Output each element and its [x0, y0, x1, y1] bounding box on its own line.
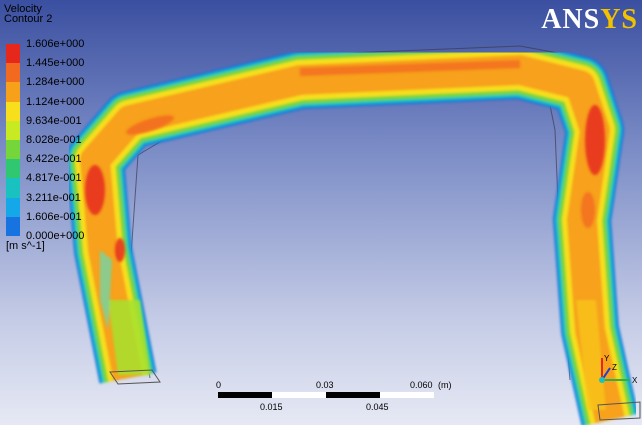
left-leg-cyan-patch	[100, 250, 112, 330]
legend-swatch	[6, 216, 20, 236]
legend-level-label: 8.028e-001	[26, 134, 82, 146]
legend-swatch	[6, 159, 20, 179]
scale-label-0045: 0.045	[366, 402, 389, 412]
legend-swatch	[6, 120, 20, 140]
legend-level-label: 1.284e+000	[26, 76, 85, 89]
scale-seg-3	[326, 392, 380, 398]
hot-spot-top-left	[126, 115, 174, 135]
scale-label-0060: 0.060	[410, 380, 433, 390]
legend-level-label: 6.422e-001	[26, 153, 82, 166]
legend-swatch	[6, 44, 20, 64]
scale-seg-2	[272, 392, 326, 398]
legend-level-label: 1.445e+000	[26, 57, 85, 70]
color-legend: Velocity Contour 2 1.606e+000 1.445e+000 1…	[4, 3, 84, 253]
legend-color-bar	[6, 44, 20, 236]
legend-title: Velocity	[4, 3, 42, 15]
scale-label-0: 0	[216, 380, 222, 390]
legend-swatch	[6, 197, 20, 217]
ansys-logo: ANSYS	[541, 4, 638, 36]
legend-units: [m s^-1]	[6, 240, 45, 252]
scale-label-0015: 0.015	[260, 402, 283, 412]
legend-level-label: 4.817e-001	[26, 172, 82, 185]
hot-spot-right-bend	[585, 105, 605, 175]
y-axis-label: Y	[604, 354, 610, 363]
logo-text-ans: ANS	[541, 4, 601, 35]
legend-level-label: 1.606e+000	[26, 38, 85, 50]
legend-level-label: 0.000e+000	[26, 230, 85, 242]
legend-level-label: 1.124e+000	[26, 95, 85, 108]
flow-band-orange	[80, 55, 625, 424]
hot-spot-right-leg	[581, 192, 595, 228]
hot-spot-left-mid	[115, 238, 125, 262]
legend-swatch	[6, 139, 20, 160]
scale-seg-1	[218, 392, 272, 398]
right-outlet-box	[597, 401, 641, 421]
scale-unit: (m)	[438, 380, 452, 390]
scale-seg-4	[380, 392, 434, 398]
axis-origin	[599, 377, 605, 383]
z-axis-label: Z	[612, 363, 617, 372]
legend-level-label: 1.606e-001	[26, 210, 82, 223]
x-axis-label: X	[632, 376, 638, 385]
legend-swatch	[6, 63, 20, 83]
hot-spot-left-bend	[85, 165, 105, 215]
legend-subtitle: Contour 2	[4, 13, 53, 25]
legend-level-label: 9.634e-001	[26, 114, 82, 127]
legend-swatch	[6, 178, 20, 198]
legend-swatch	[6, 82, 20, 102]
scale-label-003: 0.03	[316, 380, 334, 390]
legend-swatch	[6, 101, 20, 121]
scale-bar: 0 0.03 0.060 (m) 0.015 0.045	[214, 378, 452, 418]
legend-level-label: 3.211e-001	[26, 191, 81, 204]
logo-text-ys: YS	[600, 4, 638, 35]
hot-streak-top	[299, 60, 521, 76]
left-outlet-box	[109, 369, 161, 385]
left-leg-green-patch	[108, 300, 150, 375]
right-leg-yellow	[576, 300, 606, 410]
axis-triad: X Y Z	[599, 354, 638, 385]
